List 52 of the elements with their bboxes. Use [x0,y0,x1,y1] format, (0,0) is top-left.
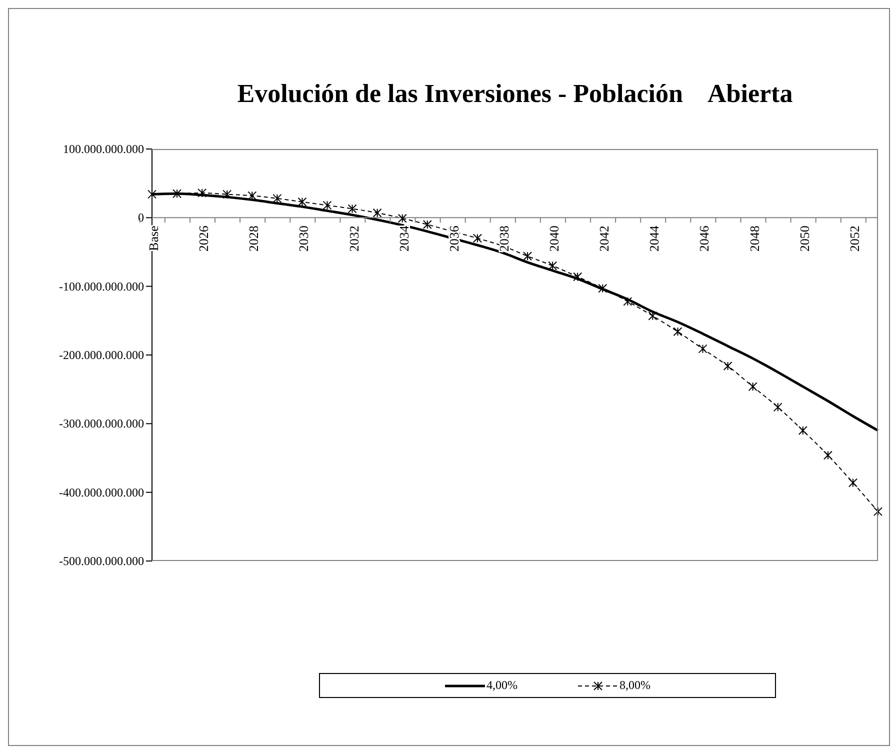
point [648,311,658,320]
point [848,478,858,488]
y-tick-label: -100.000.000.000 [59,279,144,294]
point [172,189,182,198]
x-tick-label: 2046 [696,225,712,252]
point [673,327,682,336]
point [472,234,482,243]
point [573,272,582,282]
point [773,402,782,412]
point [723,361,732,370]
point [748,382,758,392]
x-tick-label: 2038 [496,226,512,252]
x-tick-label: Base [146,225,161,251]
x-tick-label: 2028 [246,226,262,252]
point [422,220,432,230]
point [523,252,532,261]
y-tick-label: 0 [138,210,144,225]
point [548,261,558,270]
legend-label: 4,00% [486,678,518,693]
point [198,188,207,198]
x-tick-label: 2042 [596,226,612,252]
point [148,190,156,199]
x-tick-label: 2048 [746,226,762,252]
point [623,296,632,306]
point [348,204,357,214]
x-tick-label: 2030 [296,226,312,252]
x-tick-label: 2040 [546,226,562,252]
legend-label: 8,00% [620,678,650,693]
point [372,208,382,218]
x-tick-label: 2026 [196,225,212,252]
x-tick-label: 2032 [346,226,362,252]
point [222,190,232,199]
point [698,344,708,354]
y-tick-label: -300.000.000.000 [59,416,144,431]
point [272,194,282,203]
point [874,507,882,516]
y-tick-label: -400.000.000.000 [59,485,144,500]
x-tick-label: 2044 [646,225,662,252]
x-tick-label: 2034 [396,225,412,252]
point [398,214,407,223]
point [598,284,608,293]
point [248,191,257,200]
y-tick-label: -200.000.000.000 [59,348,144,362]
point [823,450,832,460]
point [798,426,808,436]
point [322,200,332,210]
point [298,197,307,206]
x-tick-label: 2052 [846,226,862,252]
x-tick-label: 2050 [796,226,812,252]
y-tick-label: -500.000.000.000 [59,554,144,568]
chart-title: Evolución de las Inversiones - Población Abierta [236,79,794,109]
y-tick-label: 100.000.000.000 [63,142,144,156]
